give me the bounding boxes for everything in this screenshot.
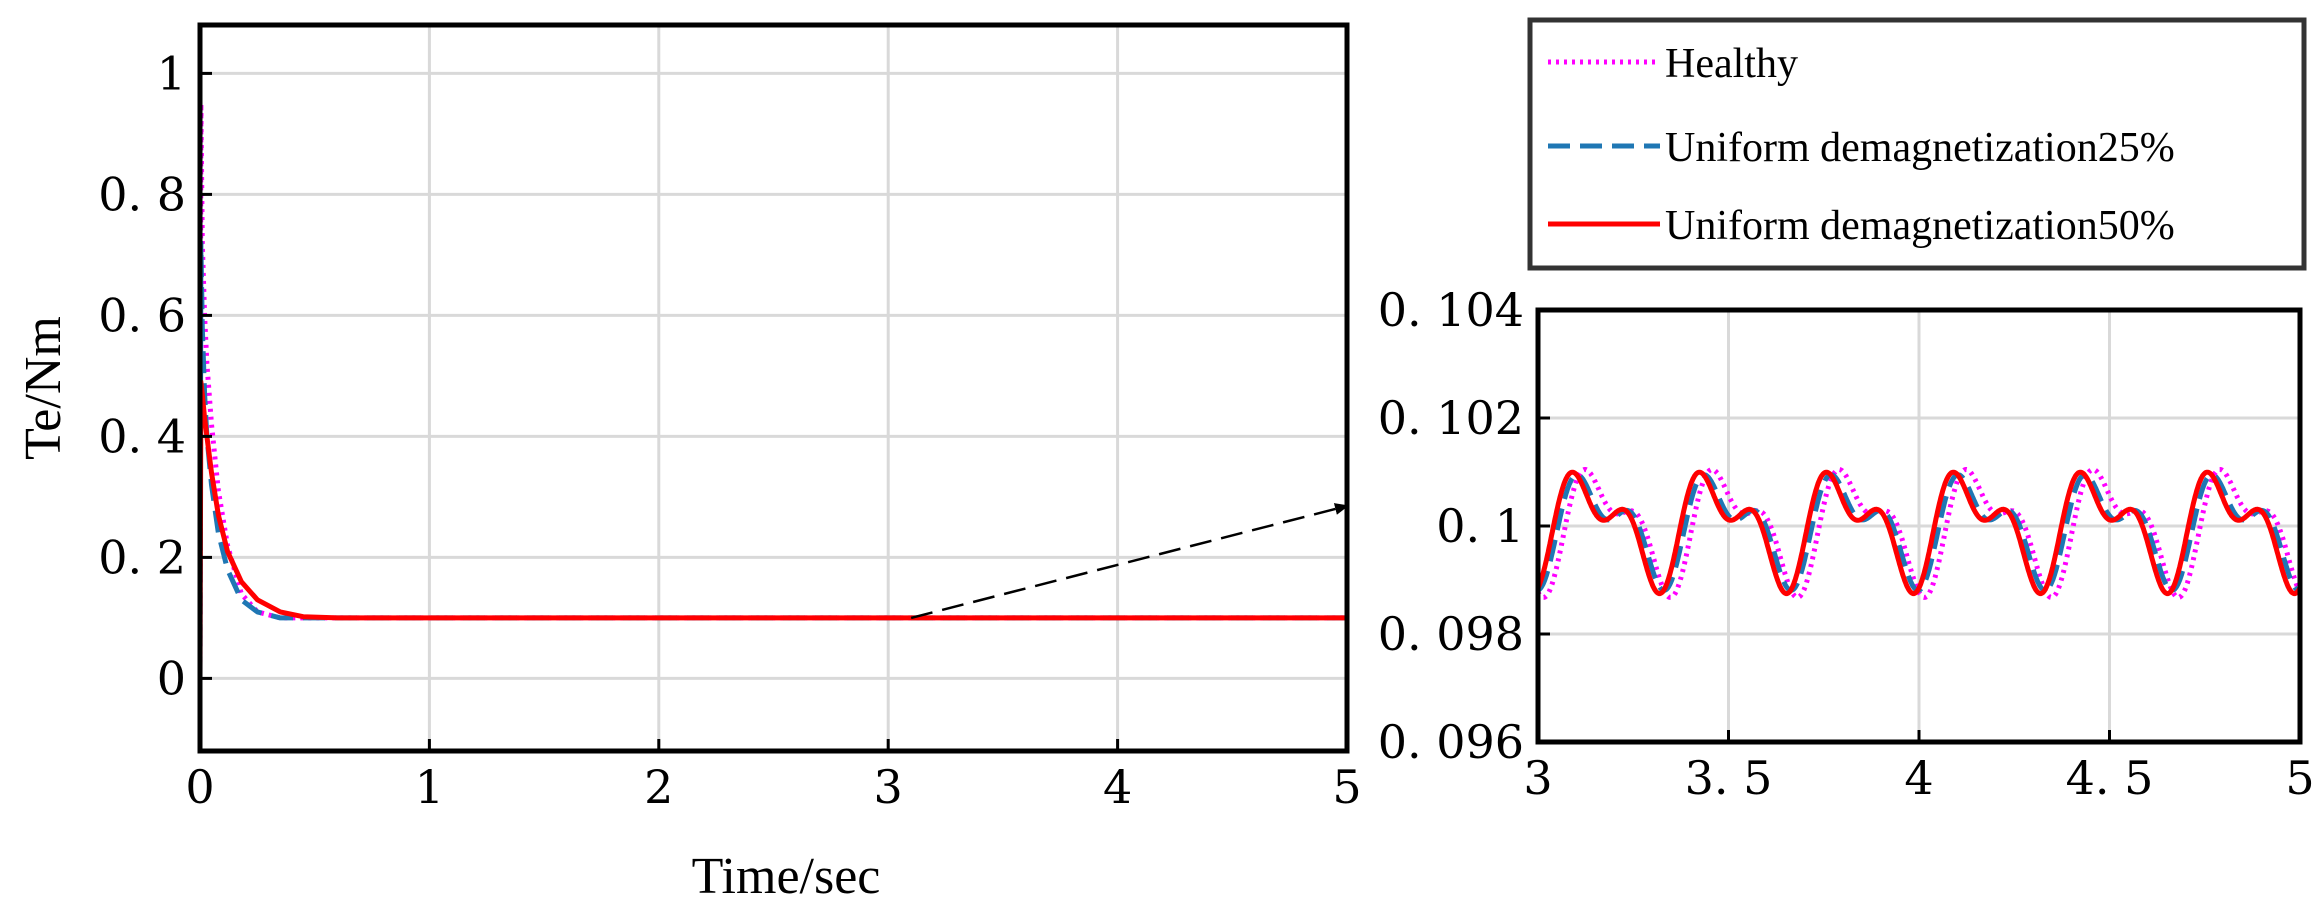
inset-y-tick-label-0: 0. 096 — [1378, 715, 1524, 769]
main-y-tick-label-0: 0 — [157, 651, 186, 705]
legend: Healthy Uniform demagnetization25% Unifo… — [1527, 17, 2307, 271]
inset-x-tick-label-4: 5 — [2285, 751, 2314, 805]
main-x-tick-label-0: 0 — [185, 760, 214, 814]
zoom-arrow — [910, 503, 1349, 620]
main-x-tick-label-4: 4 — [1103, 760, 1132, 814]
inset-y-tick-label-2: 0. 1 — [1436, 499, 1524, 553]
inset-series-uniform-demagnetization50 — [1538, 469, 2300, 597]
inset-plot: 3 3. 5 4 4. 5 5 0. 096 0. 098 0. 1 0. 102 0. 104 — [1378, 283, 2315, 805]
main-plot-background — [200, 25, 1347, 751]
inset-x-ticks: 3 3. 5 4 4. 5 5 — [1523, 730, 2315, 805]
legend-label-demag25: Uniform demagnetization25% — [1665, 125, 2175, 171]
legend-entry-demag25: Uniform demagnetization25% — [1548, 125, 2175, 171]
legend-entry-demag50: Uniform demagnetization50% — [1548, 203, 2175, 249]
inset-x-tick-label-2: 4 — [1904, 751, 1933, 805]
inset-y-tick-label-1: 0. 098 — [1378, 607, 1524, 661]
main-y-tick-label-1: 0. 2 — [98, 530, 186, 584]
main-x-ticks: 0 1 2 3 4 5 — [185, 739, 1362, 814]
main-y-ticks: 0 0. 2 0. 4 0. 6 0. 8 1 — [98, 46, 212, 705]
inset-x-tick-label-0: 3 — [1523, 751, 1552, 805]
main-x-tick-label-5: 5 — [1332, 760, 1361, 814]
inset-y-tick-label-4: 0. 104 — [1378, 283, 1524, 337]
inset-x-tick-label-1: 3. 5 — [1685, 751, 1773, 805]
main-x-tick-label-2: 2 — [644, 760, 673, 814]
main-x-tick-label-3: 3 — [874, 760, 903, 814]
main-series-lines — [200, 101, 1347, 679]
inset-x-tick-label-3: 4. 5 — [2066, 751, 2154, 805]
legend-label-demag50: Uniform demagnetization50% — [1665, 203, 2175, 249]
main-y-tick-label-3: 0. 6 — [98, 288, 186, 342]
inset-y-ticks: 0. 096 0. 098 0. 1 0. 102 0. 104 — [1378, 283, 1550, 769]
inset-y-tick-label-3: 0. 102 — [1378, 391, 1524, 445]
main-x-tick-label-1: 1 — [415, 760, 444, 814]
legend-entry-healthy: Healthy — [1548, 41, 1798, 87]
inset-series-lines — [1538, 467, 2300, 600]
legend-label-healthy: Healthy — [1665, 41, 1798, 87]
main-y-tick-label-5: 1 — [157, 46, 186, 100]
main-y-axis-label: Te/Nm — [15, 316, 72, 460]
main-series-uniform-demagnetization50 — [200, 379, 1347, 679]
main-plot-frame — [197, 22, 1350, 754]
main-plot: 0 1 2 3 4 5 0 0. 2 0. 4 0. 6 0. 8 1 Time/sec Te/Nm — [15, 22, 1362, 905]
main-y-tick-label-4: 0. 8 — [98, 167, 186, 221]
main-x-axis-label: Time/sec — [692, 848, 881, 905]
main-y-tick-label-2: 0. 4 — [98, 409, 186, 463]
